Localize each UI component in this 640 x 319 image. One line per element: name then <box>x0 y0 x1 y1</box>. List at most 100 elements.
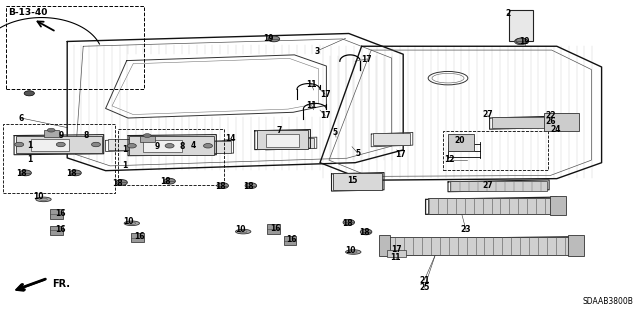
Text: 8: 8 <box>84 131 89 140</box>
Text: 19: 19 <box>264 34 274 43</box>
Text: 18: 18 <box>16 169 26 178</box>
Text: 1: 1 <box>122 161 127 170</box>
Text: 1: 1 <box>28 141 33 150</box>
Bar <box>16 136 102 153</box>
Text: 22: 22 <box>545 111 556 120</box>
Bar <box>188 141 231 153</box>
Text: 6: 6 <box>19 114 24 122</box>
Circle shape <box>116 180 127 185</box>
Circle shape <box>20 170 31 176</box>
Circle shape <box>360 229 372 235</box>
Text: 17: 17 <box>362 55 372 63</box>
Text: 24: 24 <box>550 125 561 134</box>
Ellipse shape <box>236 229 251 234</box>
Text: 12: 12 <box>444 155 454 164</box>
Text: 1: 1 <box>28 155 33 164</box>
Text: 18: 18 <box>360 228 370 237</box>
Circle shape <box>47 128 55 132</box>
Bar <box>267 224 280 234</box>
Bar <box>44 130 59 137</box>
Text: 18: 18 <box>160 177 170 186</box>
Circle shape <box>343 219 355 225</box>
Text: 18: 18 <box>216 182 226 191</box>
Text: B-13-40: B-13-40 <box>8 8 48 17</box>
Text: 14: 14 <box>225 134 236 143</box>
Text: 15: 15 <box>347 176 357 185</box>
Bar <box>379 235 390 256</box>
Bar <box>257 130 308 149</box>
Text: 21: 21 <box>419 276 429 285</box>
Text: 4: 4 <box>191 141 196 150</box>
Text: 20: 20 <box>454 137 465 145</box>
Bar <box>492 117 545 128</box>
Circle shape <box>143 134 151 137</box>
Text: 11: 11 <box>307 101 317 110</box>
Circle shape <box>245 183 257 189</box>
Text: 10: 10 <box>346 246 356 255</box>
Circle shape <box>165 144 174 148</box>
Text: 18: 18 <box>342 219 353 228</box>
Circle shape <box>268 36 280 42</box>
Text: 8: 8 <box>180 142 185 151</box>
Bar <box>544 113 579 131</box>
Text: 2: 2 <box>505 9 510 18</box>
Bar <box>140 136 155 142</box>
Circle shape <box>217 183 228 189</box>
Bar <box>129 136 214 155</box>
Ellipse shape <box>36 197 51 202</box>
Bar <box>443 131 548 170</box>
Text: 27: 27 <box>483 181 493 190</box>
Bar <box>118 129 224 185</box>
Text: 5: 5 <box>355 149 360 158</box>
Circle shape <box>92 142 100 147</box>
Text: 10: 10 <box>123 217 133 226</box>
Text: 3: 3 <box>314 47 319 56</box>
Bar <box>333 173 382 190</box>
Bar <box>385 237 573 255</box>
Bar <box>50 226 63 235</box>
Text: 10: 10 <box>235 225 245 234</box>
Bar <box>568 235 584 256</box>
Circle shape <box>127 144 136 148</box>
Bar <box>131 233 144 242</box>
Bar <box>284 236 296 245</box>
Text: 11: 11 <box>307 80 317 89</box>
Text: 17: 17 <box>392 245 402 254</box>
Text: 18: 18 <box>243 182 253 191</box>
Circle shape <box>204 144 212 148</box>
Text: FR.: FR. <box>52 279 70 289</box>
Bar <box>143 140 182 152</box>
Text: 17: 17 <box>320 90 330 99</box>
Bar <box>387 250 406 257</box>
Bar <box>550 196 566 215</box>
Circle shape <box>24 91 35 96</box>
Text: SDAAB3800B: SDAAB3800B <box>583 297 634 306</box>
Text: 16: 16 <box>56 225 66 234</box>
Text: 27: 27 <box>483 110 493 119</box>
Bar <box>509 10 533 41</box>
Circle shape <box>56 142 65 147</box>
Text: 1: 1 <box>122 145 127 154</box>
Text: 17: 17 <box>320 111 330 120</box>
Bar <box>266 134 299 147</box>
Circle shape <box>15 142 24 147</box>
Text: 16: 16 <box>56 209 66 218</box>
Text: 26: 26 <box>545 117 556 126</box>
Bar <box>450 181 547 191</box>
Ellipse shape <box>346 250 361 254</box>
Text: 16: 16 <box>286 235 296 244</box>
Text: 17: 17 <box>395 150 405 159</box>
Text: 7: 7 <box>276 126 282 135</box>
Bar <box>268 138 314 148</box>
Text: 25: 25 <box>419 283 429 292</box>
Bar <box>108 139 148 150</box>
Bar <box>428 198 554 214</box>
Circle shape <box>164 178 175 184</box>
Bar <box>373 133 410 145</box>
Ellipse shape <box>124 221 140 226</box>
Bar <box>448 134 474 151</box>
Bar <box>6 6 144 89</box>
Bar <box>50 209 63 219</box>
Bar <box>31 139 69 151</box>
Text: 5: 5 <box>333 128 338 137</box>
